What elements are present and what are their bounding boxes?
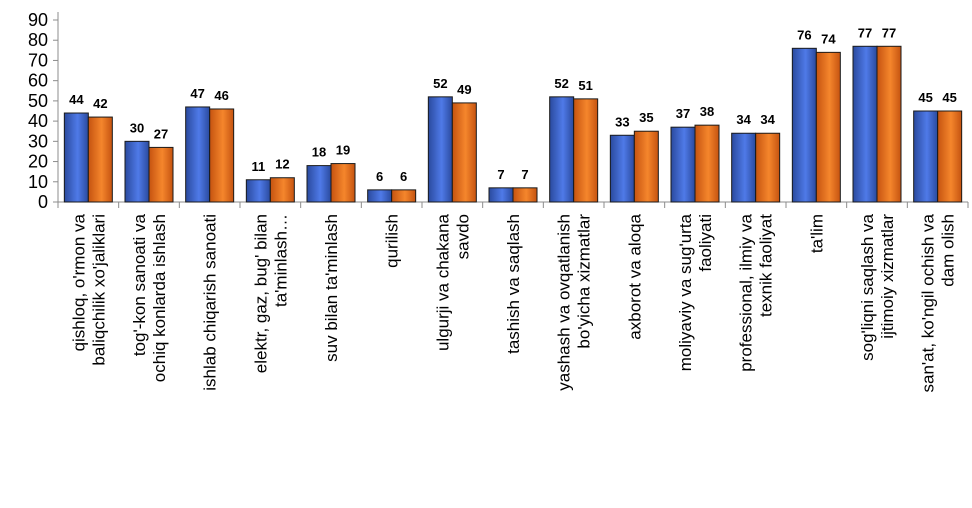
bar (852, 45, 878, 203)
category-label: ijtimoiy xizmatlar (878, 214, 897, 339)
data-label: 77 (882, 25, 896, 40)
bar (573, 98, 599, 203)
y-tick-label: 80 (28, 30, 48, 50)
data-label: 18 (312, 145, 326, 160)
data-label: 7 (497, 167, 504, 182)
y-tick-label: 10 (28, 172, 48, 192)
data-label: 7 (521, 167, 528, 182)
bar (209, 108, 235, 203)
category-label: qishloq, o'rmon va (69, 213, 88, 351)
bar (330, 163, 356, 203)
category-label: tog'-kon sanoati va (130, 213, 149, 356)
bar (63, 112, 89, 203)
category-label: baliqchilik xo'jaliklari (89, 214, 108, 366)
data-label: 34 (760, 112, 775, 127)
y-tick-label: 30 (28, 131, 48, 151)
data-label: 45 (942, 90, 956, 105)
data-label: 30 (130, 120, 144, 135)
data-label: 27 (154, 126, 168, 141)
data-label: 74 (821, 31, 836, 46)
category-label: san'at, ko'ngil ochish va (919, 213, 938, 392)
bar (549, 96, 575, 203)
category-label: ulgurji va chakana (433, 213, 452, 351)
bar (367, 189, 393, 203)
y-tick-label: 90 (28, 10, 48, 30)
category-label: elektr, gaz, bug' bilan (251, 214, 270, 373)
category-label: tashish va saqlash (504, 214, 523, 354)
bar (913, 110, 939, 203)
data-label: 47 (190, 86, 204, 101)
category-label: savdo (453, 214, 472, 259)
data-label: 52 (554, 76, 568, 91)
category-label: professional, ilmiy va (737, 213, 756, 371)
data-label: 46 (214, 88, 228, 103)
y-tick-label: 70 (28, 50, 48, 70)
data-label: 42 (93, 96, 107, 111)
bar (427, 96, 453, 203)
category-label: ta'minlash… (271, 214, 290, 307)
data-label: 33 (615, 114, 629, 129)
value-labels: 44 30 47 11 18 6 52 7 52 33 37 34 76 77 45 42 27 46 12 19 6 4… (69, 25, 957, 184)
bar (791, 47, 817, 203)
bar (694, 124, 720, 203)
data-label: 49 (457, 82, 471, 97)
bar (148, 146, 174, 203)
bar (609, 134, 635, 203)
data-label: 19 (336, 143, 350, 158)
y-tick-label: 20 (28, 152, 48, 172)
category-label: moliyaviy va sug'urta (676, 213, 695, 371)
category-label: faoliyati (696, 214, 715, 272)
bar (815, 51, 841, 203)
bar (876, 45, 902, 203)
category-label: yashash va ovqatlanish (555, 214, 574, 391)
bar (185, 106, 211, 203)
bar (731, 132, 757, 203)
category-label: ishlab chiqarish sanoati (201, 214, 220, 391)
data-label: 34 (736, 112, 751, 127)
data-label: 35 (639, 110, 653, 125)
data-label: 76 (797, 27, 811, 42)
bar (488, 187, 514, 203)
data-label: 51 (578, 78, 592, 93)
category-label: bo'yicha xizmatlar (575, 214, 594, 349)
y-tick-label: 50 (28, 91, 48, 111)
data-label: 12 (275, 157, 289, 172)
bar (306, 165, 332, 203)
data-label: 6 (376, 169, 383, 184)
bar (391, 189, 417, 203)
data-label: 52 (433, 76, 447, 91)
category-label: suv bilan ta'minlash (322, 214, 341, 362)
bar (269, 177, 295, 203)
data-label: 11 (251, 159, 265, 174)
bar (451, 102, 477, 203)
data-label: 6 (400, 169, 407, 184)
bar (245, 179, 271, 203)
y-tick-label: 60 (28, 71, 48, 91)
data-label: 37 (676, 106, 690, 121)
data-label: 44 (69, 92, 84, 107)
category-label: qurilish (383, 214, 402, 268)
bar (755, 132, 781, 203)
category-label: ochiq konlarda ishlash (150, 214, 169, 382)
bar (87, 116, 113, 203)
y-tick-label: 40 (28, 111, 48, 131)
bar (937, 110, 963, 203)
category-label: dam olish (939, 214, 958, 287)
category-label: ta'lim (807, 214, 826, 253)
x-axis-labels: qishloq, o'rmon va baliqchilik xo'jalikla… (69, 213, 957, 392)
bar (124, 140, 150, 203)
bar (670, 126, 696, 203)
data-label: 38 (700, 104, 714, 119)
bars (63, 45, 963, 203)
data-label: 77 (858, 25, 872, 40)
category-label: sog'liqni saqlash va (858, 213, 877, 360)
bar (512, 187, 538, 203)
category-label: texnik faoliyat (757, 214, 776, 317)
bar (633, 130, 659, 203)
data-label: 45 (918, 90, 932, 105)
category-label: axborot va aloqa (625, 213, 644, 339)
y-tick-label: 0 (38, 192, 48, 212)
